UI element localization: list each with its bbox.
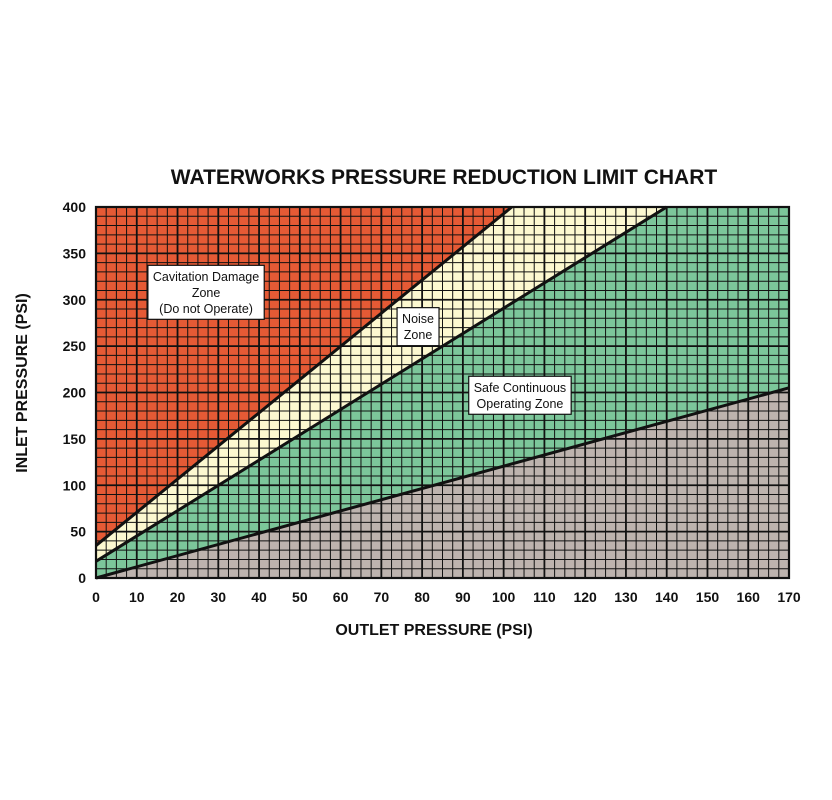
zone-label-text: Safe Continuous <box>474 381 566 395</box>
x-tick-label: 90 <box>455 589 471 605</box>
x-tick-label: 80 <box>414 589 430 605</box>
x-tick-label: 0 <box>92 589 100 605</box>
x-tick-label: 140 <box>655 589 679 605</box>
zone-label-text: Noise <box>402 312 434 326</box>
x-tick-label: 150 <box>696 589 720 605</box>
zone-label-box <box>468 375 572 415</box>
x-tick-label: 110 <box>533 589 556 605</box>
x-tick-label: 130 <box>614 589 638 605</box>
x-tick-label: 40 <box>251 589 267 605</box>
x-tick-label: 100 <box>492 589 516 605</box>
x-tick-label: 50 <box>292 589 308 605</box>
zone-label-text: Zone <box>192 286 221 300</box>
zone-label-text: Cavitation Damage <box>153 270 259 284</box>
y-tick-label: 100 <box>63 477 87 493</box>
x-tick-label: 20 <box>170 589 186 605</box>
y-tick-label: 50 <box>70 524 86 540</box>
zone-label-2: Safe Continuous Operating Zone <box>468 375 572 415</box>
x-tick-label: 60 <box>333 589 349 605</box>
x-tick-label: 10 <box>129 589 145 605</box>
x-tick-label: 160 <box>737 589 761 605</box>
boundary-line-0 <box>95 205 513 547</box>
zone-label-box <box>147 264 265 320</box>
x-tick-label: 30 <box>211 589 227 605</box>
x-tick-label: 70 <box>374 589 390 605</box>
plot-frame <box>94 205 791 580</box>
tick-labels-layer: 0 10 20 30 40 50 60 70 80 90 100 110 120 130 140 150 160… <box>63 199 801 605</box>
zone-label-box <box>396 307 440 347</box>
y-tick-label: 300 <box>63 292 87 308</box>
boundary-lines-layer <box>95 205 790 580</box>
x-tick-label: 170 <box>777 589 801 605</box>
zone-label-0: Cavitation Damage Zone (Do not Operate) <box>147 264 265 320</box>
zone-label-text: Zone <box>404 328 433 342</box>
y-tick-label: 0 <box>78 570 86 586</box>
y-tick-label: 200 <box>63 385 87 401</box>
y-axis-label: INLET PRESSURE (PSI) <box>14 293 31 473</box>
x-tick-label: 120 <box>573 589 597 605</box>
zone-label-text: (Do not Operate) <box>159 302 253 316</box>
y-tick-label: 150 <box>63 431 87 447</box>
y-tick-label: 250 <box>63 338 87 354</box>
zone-label-1: Noise Zone <box>396 307 440 347</box>
boundary-line-1 <box>95 205 668 563</box>
boundary-line-2 <box>95 386 790 580</box>
zone-labels-layer: Cavitation Damage Zone (Do not Operate) Noi… <box>147 264 572 415</box>
y-tick-label: 400 <box>63 199 87 215</box>
zone-label-text: Operating Zone <box>477 397 564 411</box>
chart-title: WATERWORKS PRESSURE REDUCTION LIMIT CHAR… <box>170 166 718 189</box>
x-axis-label: OUTLET PRESSURE (PSI) <box>335 622 532 639</box>
y-tick-label: 350 <box>63 245 87 261</box>
